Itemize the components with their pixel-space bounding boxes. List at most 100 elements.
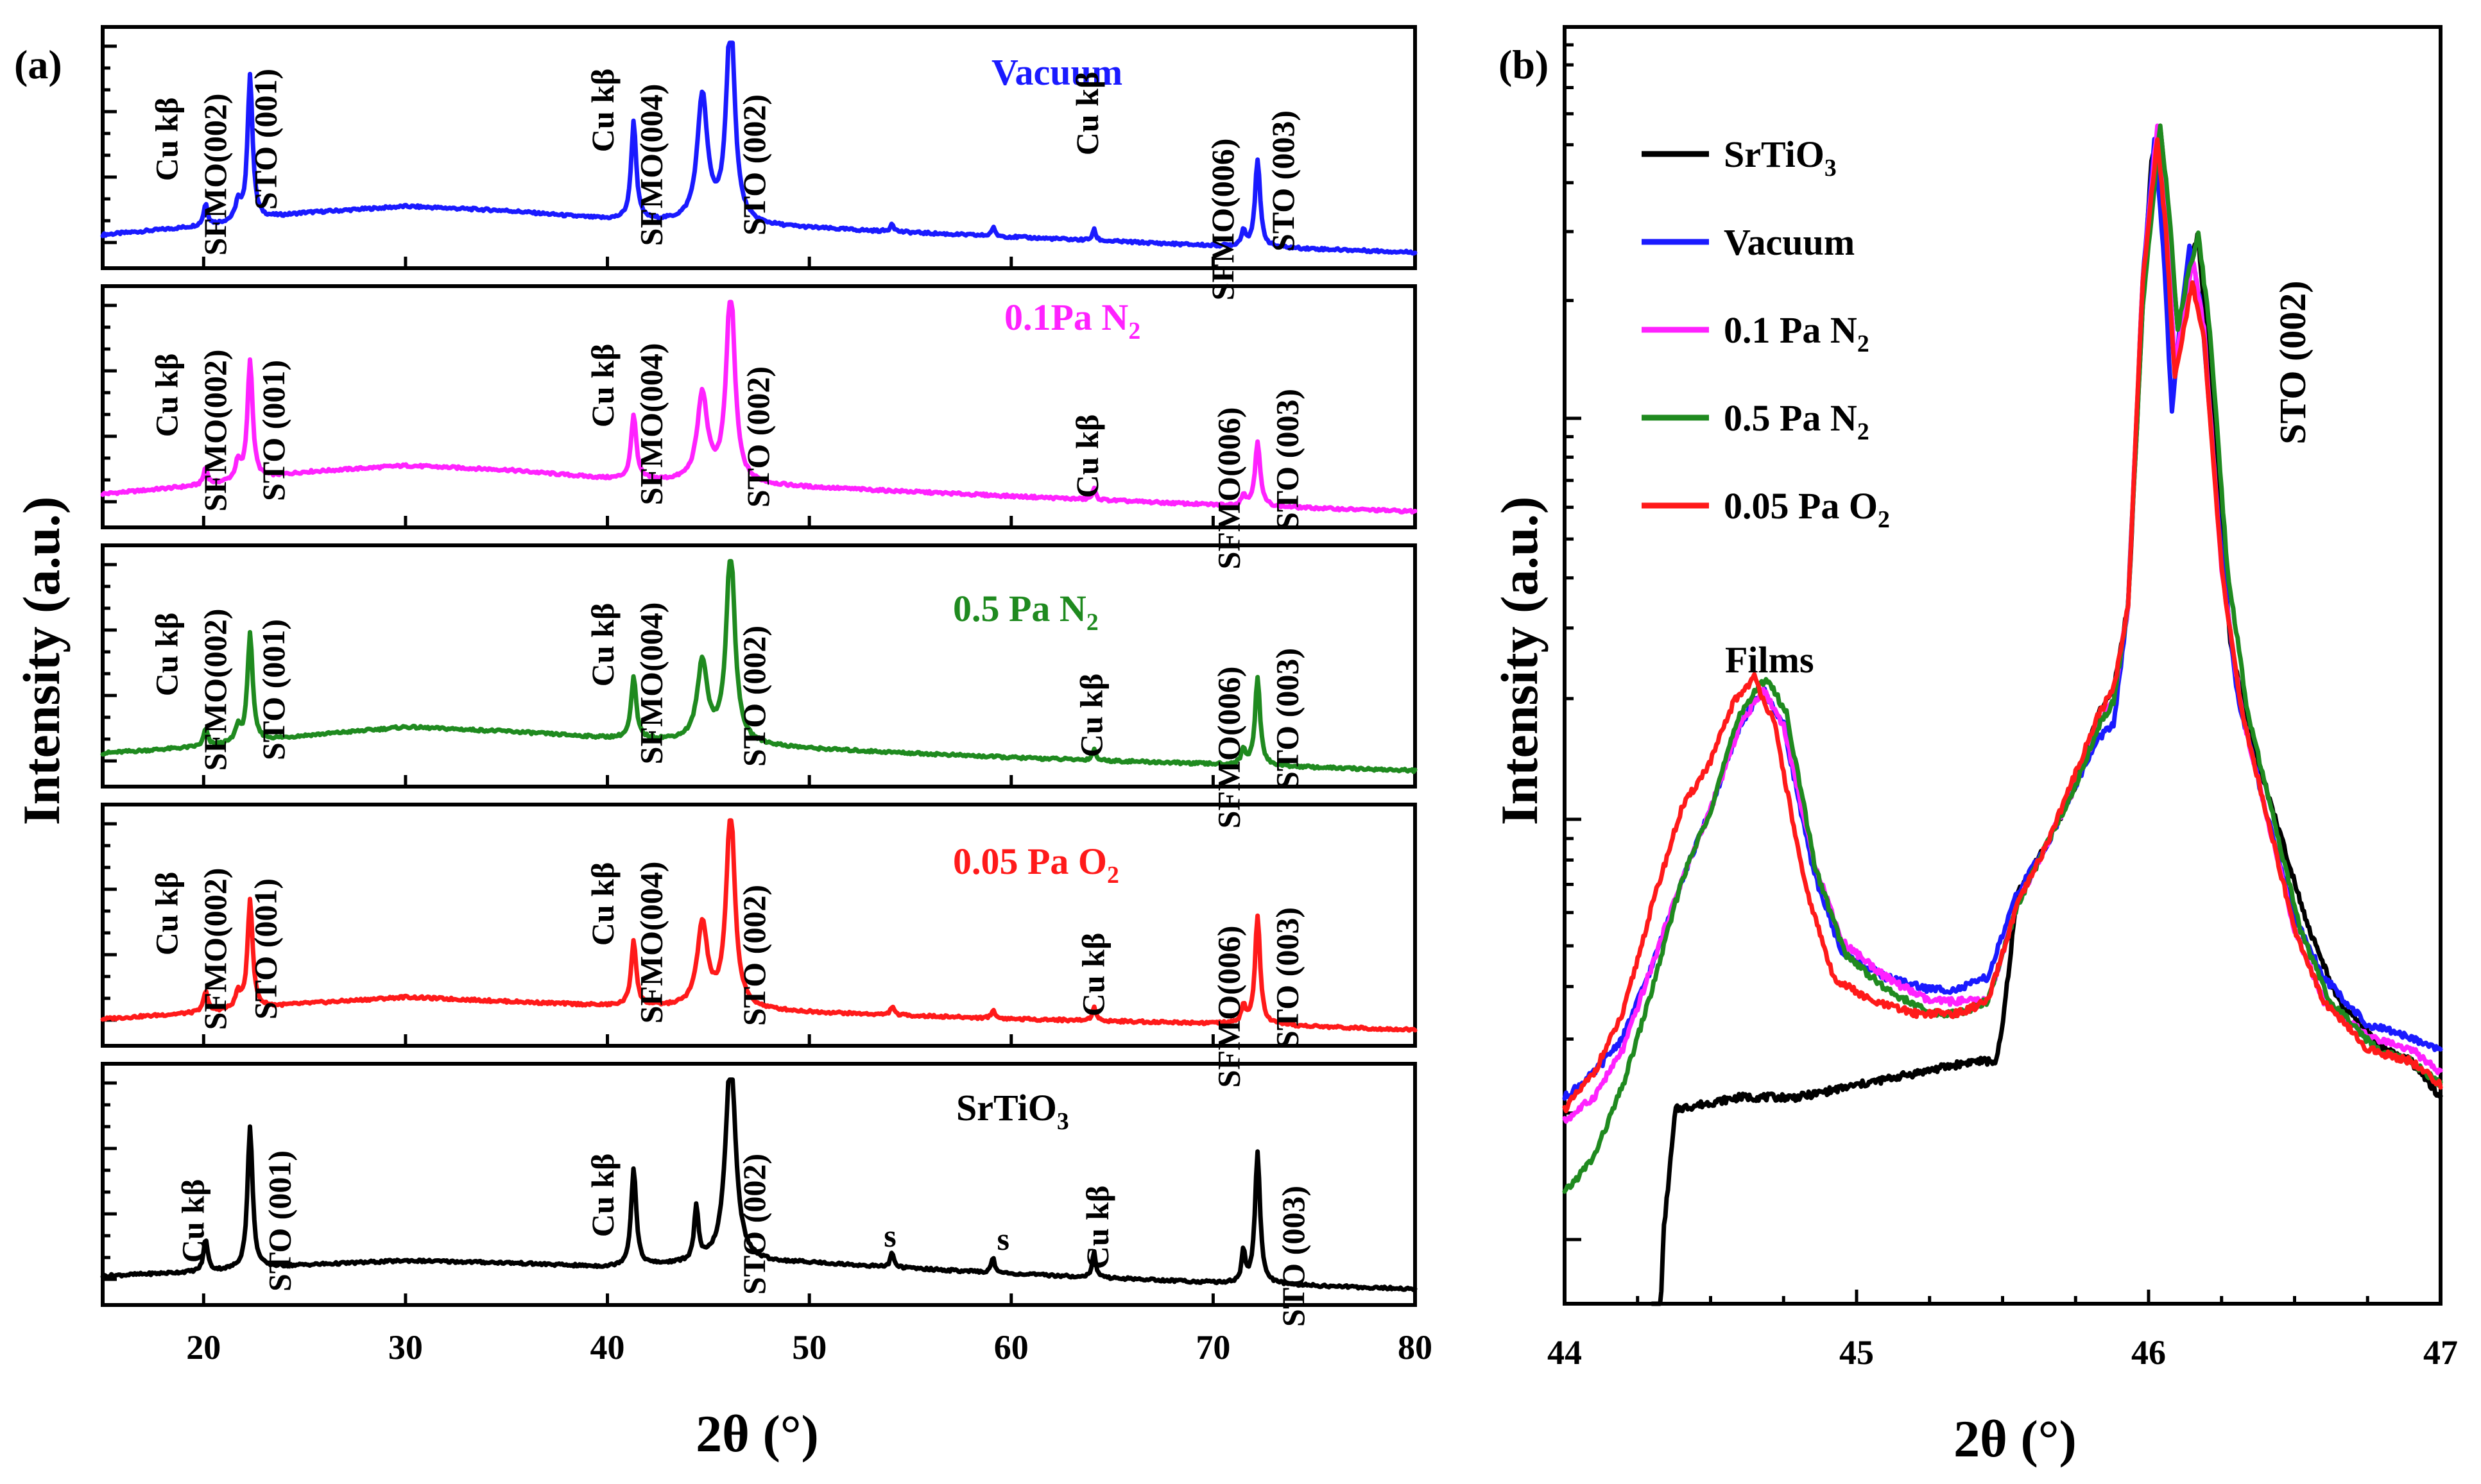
panel-a-peak-label: Cu kβ [585, 69, 621, 153]
panel-a-peak-label: Cu kβ [1069, 414, 1105, 499]
panel-a-condition-label-main: 0.5 Pa N [953, 588, 1086, 629]
panel-a-peak-label: SFMO(002) [197, 868, 233, 1030]
panel-b-x-axis-title: 2θ (°) [1953, 1410, 2077, 1468]
panel-a-peak-label: Cu kβ [585, 1154, 621, 1238]
panel-a-trace [100, 40, 1418, 256]
panel-a-condition-label: 0.1Pa N2 [1004, 296, 1140, 345]
panel-a-peak-label: SFMO(006) [1210, 926, 1246, 1088]
panel-b-legend-label: 0.1 Pa N2 [1724, 309, 1869, 357]
panel-b-frame [1563, 25, 2442, 1306]
panel-b-legend-label-subscript: 2 [1857, 330, 1869, 357]
panel-a-x-tick-label: 40 [590, 1328, 625, 1367]
panel-a-peak-label: Cu kβ [1073, 674, 1109, 758]
panel-a-peak-label: STO (001) [248, 878, 284, 1019]
panel-a-peak-label: Cu kβ [1076, 933, 1112, 1017]
panel-a-condition-label-subscript: 2 [1086, 609, 1099, 636]
panel-a-s-marker: s [997, 1221, 1009, 1257]
panel-a-x-tick-label: 70 [1196, 1328, 1230, 1367]
panel-a-x-axis-title: 2θ (°) [696, 1404, 819, 1463]
panel-a-peak-label: SFMO(006) [1205, 139, 1240, 301]
panel-b-x-tick-label: 47 [2423, 1333, 2458, 1372]
panel-a-peak-label: SFMO(004) [633, 84, 669, 246]
panel-b-x-tick-label: 45 [1839, 1333, 1874, 1372]
panel-a-condition-label-main: 0.1Pa N [1004, 296, 1128, 338]
panel-b-legend-label-main: 0.1 Pa N [1724, 309, 1857, 351]
panel-a-condition-label-main: 0.05 Pa O [953, 840, 1107, 882]
panel-a-condition-label-main: SrTiO [956, 1087, 1057, 1129]
panel-a-peak-label: STO (001) [262, 1150, 298, 1292]
panel-a-peak-label: Cu kβ [148, 613, 184, 697]
panel-a-peak-label: STO (002) [736, 885, 772, 1026]
panel-a-peak-label: SFMO(004) [633, 343, 669, 506]
panel-b-traces [1562, 123, 2443, 1306]
panel-a-peak-label: Cu kβ [148, 872, 184, 956]
panel-a-peak-label: Cu kβ [585, 603, 621, 687]
panel-a-peak-label: SFMO(006) [1210, 407, 1246, 570]
panel-b-legend-label-main: 0.05 Pa O [1724, 485, 1878, 527]
panel-a-x-tick-label: 60 [994, 1328, 1029, 1367]
panel-a-letter: (a) [14, 42, 62, 87]
panel-a-peak-label: STO (003) [1269, 907, 1305, 1048]
panel-a-subplot-frame [101, 25, 1417, 270]
panel-b-letter: (b) [1498, 42, 1549, 87]
panel-a-peak-label: SFMO(002) [197, 609, 233, 771]
panel-a: Vacuum Cu kβ SFMO(002) STO (001) Cu kβ SFMO(0… [100, 25, 1432, 1367]
panel-a-peak-label: STO (002) [736, 626, 772, 767]
panel-a-condition-label-subscript: 2 [1128, 318, 1140, 345]
panel-a-x-tick-label: 20 [186, 1328, 221, 1367]
panel-a-peak-label: STO (003) [1269, 389, 1305, 530]
panel-a-peak-label: Cu kβ [585, 862, 621, 946]
panel-a-condition-label: SrTiO3 [956, 1087, 1069, 1135]
panel-a-peak-label: STO (002) [740, 366, 776, 507]
panel-a-peak-label: Cu kβ [148, 354, 184, 438]
panel-a-s-marker: s [884, 1218, 896, 1254]
panel-a-peak-label: SFMO(006) [1210, 667, 1246, 829]
panel-b-legend-label-main: Vacuum [1724, 221, 1855, 263]
panel-b-legend-label: 0.5 Pa N2 [1724, 397, 1869, 445]
panel-b-films-annotation: Films [1725, 639, 1814, 681]
panel-b-x-tick-label: 44 [1547, 1333, 1582, 1372]
panel-a-peak-label: STO (001) [255, 619, 291, 760]
panel-a-peak-label: Cu kβ [148, 98, 184, 182]
panel-a-peak-label: STO (001) [255, 360, 291, 501]
panel-a-peak-label: SFMO(004) [633, 862, 669, 1024]
panel-a-peak-label: SFMO(002) [197, 350, 233, 512]
panel-b-legend-label: Vacuum [1724, 221, 1855, 263]
panel-b-legend-label: SrTiO3 [1724, 133, 1837, 182]
panel-b-trace [1562, 123, 2443, 1124]
panel-a-subplot-frame [101, 543, 1417, 789]
panel-a-trace [100, 1077, 1418, 1293]
panel-a-peak-label: STO (002) [736, 94, 772, 235]
panel-b-sto002-annotation: STO (002) [2272, 280, 2314, 444]
panel-a-subplot-frame [101, 284, 1417, 529]
panel-a-subplot-frame [101, 1062, 1417, 1307]
panel-a-peak-label: STO (003) [1265, 110, 1301, 252]
panel-b-y-axis-title: Intensity (a.u.) [1490, 497, 1549, 826]
panel-a-peak-label: Cu kβ [585, 344, 621, 428]
panel-b-trace [1562, 137, 2443, 1114]
panel-b-legend-label-subscript: 2 [1878, 506, 1890, 533]
panel-a-peak-label: Cu kβ [1079, 1186, 1115, 1270]
panel-b-legend-label-main: SrTiO [1724, 133, 1824, 175]
panel-a-x-tick-label: 80 [1398, 1328, 1432, 1367]
panel-a-condition-label-subscript: 2 [1107, 862, 1119, 889]
panel-a-trace [100, 818, 1418, 1033]
panel-a-peak-label: SFMO(002) [197, 94, 233, 256]
panel-a-trace [100, 300, 1418, 515]
panel-a-condition-label: Vacuum [992, 51, 1122, 93]
panel-b-ticks: 44 45 46 47 [1547, 25, 2458, 1372]
panel-a-peak-label: SFMO(004) [633, 602, 669, 765]
panel-a-condition-label-main: Vacuum [992, 51, 1122, 93]
panel-a-peak-label: Cu kβ [175, 1179, 210, 1263]
panel-b-legend-label-subscript: 2 [1857, 418, 1869, 445]
panel-a-subplot-frame [101, 803, 1417, 1048]
panel-a-y-axis-title: Intensity (a.u.) [12, 497, 71, 826]
panel-b-x-tick-label: 46 [2131, 1333, 2166, 1372]
panel-b-legend-label-subscript: 3 [1824, 155, 1837, 182]
panel-b: 44 45 46 47 Films STO (002) SrTiO3 Vacuum 0.1… [1547, 25, 2458, 1372]
panel-a-peak-label: STO (003) [1275, 1186, 1311, 1327]
panel-a-condition-label: 0.5 Pa N2 [953, 588, 1099, 636]
panel-a-peak-label: STO (001) [248, 69, 284, 210]
